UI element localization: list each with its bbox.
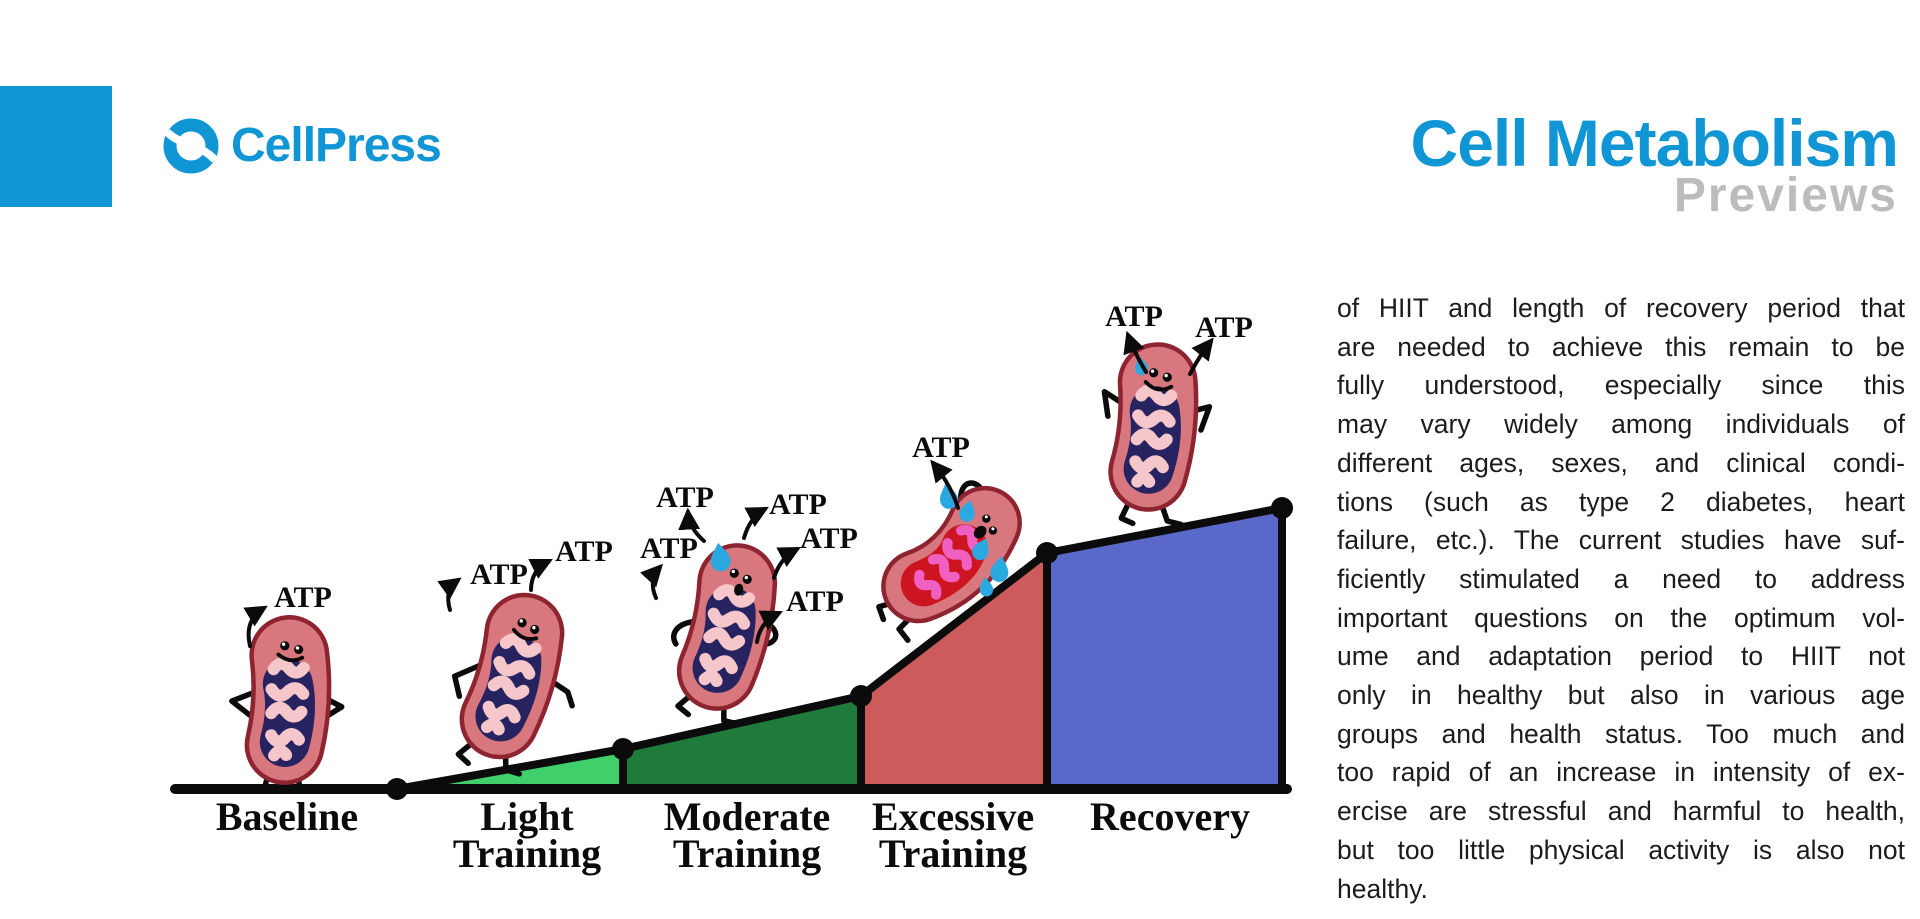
atp-label: ATP — [640, 532, 698, 565]
article-line: ercise are stressful and harmful to heal… — [1337, 796, 1905, 827]
atp-label: ATP — [1195, 311, 1253, 344]
mitochondrion-light-training — [451, 592, 575, 777]
cellpress-logo: CellPress — [163, 116, 442, 176]
stage-label-light-2: Training — [453, 831, 601, 876]
ramp-recovery — [1043, 504, 1286, 793]
stage-label-moderate-2: Training — [673, 831, 821, 876]
article-line: are needed to achieve this remain to be — [1337, 331, 1905, 362]
cellpress-logo-icon — [163, 118, 219, 174]
atp-label: ATP — [800, 522, 858, 555]
cristae — [480, 633, 542, 736]
journal-title: Cell Metabolism — [1410, 106, 1899, 180]
article-line: failure, etc.). The current studies have… — [1337, 525, 1905, 556]
atp-label: ATP — [470, 558, 528, 591]
mitochondrion-moderate-training — [671, 543, 779, 727]
article-line: ficiently stimulated a need to address — [1337, 563, 1905, 594]
cellpress-wordmark: CellPress — [231, 119, 442, 172]
article-line: important questions on the optimum vol- — [1337, 602, 1905, 633]
vertex-dot-light — [612, 738, 634, 760]
stressed-face — [973, 514, 998, 539]
stage-label-baseline: Baseline — [216, 794, 358, 839]
atp-label: ATP — [555, 535, 613, 568]
article-line: too rapid of an increase in intensity of… — [1337, 757, 1905, 788]
mitochondrion-recovery — [1101, 342, 1213, 528]
cristae — [265, 657, 310, 762]
stage-label-excessive-1: Excessive — [872, 794, 1034, 839]
happy-face — [511, 618, 540, 641]
cristae — [698, 584, 756, 688]
atp-label: ATP — [274, 581, 332, 614]
stage-label-excessive-2: Training — [879, 831, 1027, 876]
atp-arrows — [243, 330, 1214, 648]
worried-face — [729, 568, 752, 596]
vertex-dot-excessive — [1036, 542, 1058, 564]
vertex-dot-moderate — [850, 685, 872, 707]
article-text-column: of HIIT and length of recovery period th… — [1337, 289, 1905, 908]
atp-label: ATP — [1105, 300, 1163, 333]
article-line: tions (such as type 2 diabetes, heart — [1337, 486, 1905, 517]
article-line: different ages, sexes, and clinical cond… — [1337, 447, 1905, 478]
cellpress-brand-square — [0, 86, 112, 207]
happy-face — [1143, 368, 1174, 392]
article-line: healthy. — [1337, 873, 1428, 904]
vertex-dot-recovery — [1271, 497, 1293, 519]
atp-labels: ATP ATP ATP ATP ATP ATP ATP ATP ATP ATP … — [274, 300, 1253, 618]
arm-icon — [671, 618, 698, 647]
article-line: of HIIT and length of recovery period th… — [1337, 293, 1905, 323]
article-line: fully understood, especially since this — [1337, 370, 1905, 401]
cristae — [1129, 384, 1178, 488]
arm-icon — [1101, 388, 1127, 419]
mitochondrion-baseline — [229, 615, 345, 794]
atp-label: ATP — [786, 585, 844, 618]
journal-section-previews: Previews — [1673, 169, 1898, 222]
stage-label-recovery: Recovery — [1090, 794, 1250, 839]
article-line: may vary widely among individuals of — [1337, 409, 1905, 440]
sweat-drop — [710, 542, 731, 572]
sweat-drops-excessive — [939, 483, 1009, 597]
article-line: only in healthy but also in various age — [1337, 680, 1905, 711]
atp-label: ATP — [769, 488, 827, 521]
arm-icon — [229, 689, 258, 719]
article-line: groups and health status. Too much and — [1337, 718, 1905, 749]
atp-label: ATP — [912, 431, 970, 464]
mitochondrion-excessive-training — [876, 480, 1022, 643]
ramp-moderate-training — [619, 692, 865, 793]
arm-icon — [451, 662, 484, 700]
happy-face — [276, 641, 305, 663]
vertex-dot-baseline — [386, 778, 408, 800]
atp-label: ATP — [656, 481, 714, 514]
article-line: but too little physical activity is also… — [1337, 834, 1905, 865]
stage-labels: Baseline Light Training Moderate Trainin… — [216, 794, 1250, 876]
stage-label-moderate-1: Moderate — [664, 794, 831, 839]
stage-label-light-1: Light — [480, 794, 574, 839]
article-line: ume and adaptation period to HIIT not — [1337, 641, 1905, 672]
